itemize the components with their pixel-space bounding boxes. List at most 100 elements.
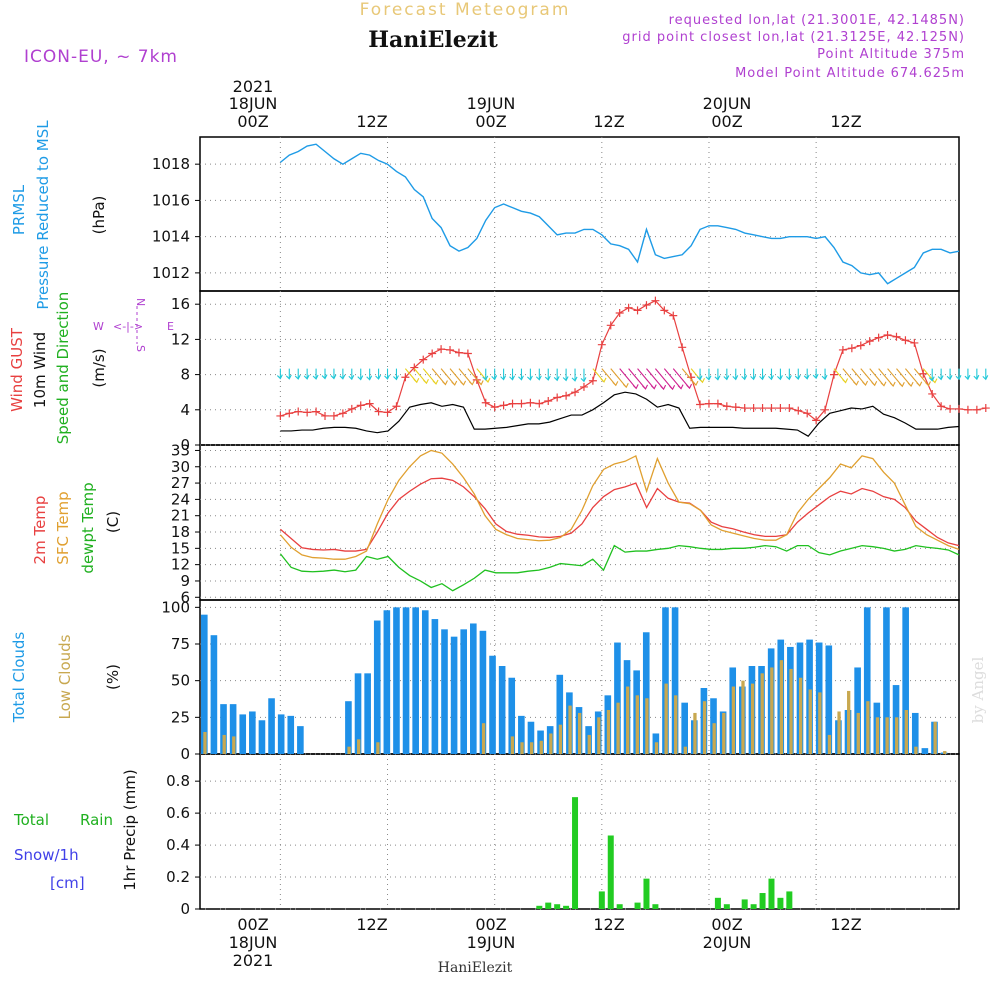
temp-unit: (C): [104, 511, 122, 533]
low-cloud-bar: [779, 660, 784, 754]
y-tick-label: 15: [171, 539, 190, 557]
gust-point: [865, 337, 874, 346]
total-cloud-bar: [863, 607, 871, 754]
bottom-day-1: 18JUN: [229, 933, 278, 952]
bottom-tick-3: 00Z: [475, 915, 506, 934]
gust-point: [490, 403, 499, 412]
gust-point: [642, 301, 651, 310]
precip-bar: [634, 902, 641, 909]
dewpoint-line: [279, 544, 960, 592]
total-cloud-bar: [354, 673, 362, 754]
wind-direction-arrow: [491, 368, 498, 381]
precip-bar: [545, 902, 552, 909]
low-cloud-bar: [885, 717, 889, 754]
gust-point: [338, 409, 347, 418]
gust-point: [588, 376, 597, 385]
gust-point: [910, 338, 919, 347]
top-year: 2021: [233, 77, 274, 96]
y-tick-label: 75: [171, 635, 190, 653]
gust-point: [722, 402, 731, 411]
total-cloud-bar: [450, 636, 458, 754]
precip-bar: [786, 891, 793, 909]
wind-direction-arrow: [905, 368, 923, 387]
gust-point: [356, 401, 365, 410]
low-cloud-bar: [616, 702, 620, 754]
total-cloud-bar: [249, 711, 256, 754]
wind-direction-arrow: [348, 368, 355, 381]
y-tick-label: 100: [161, 598, 190, 616]
gust-point: [704, 399, 713, 408]
low-cloud-bar: [481, 723, 486, 754]
gust-point: [946, 404, 955, 413]
gust-point: [562, 391, 571, 400]
wind-direction-arrow: [413, 368, 429, 385]
bottom-tick-1: 00Z: [237, 915, 268, 934]
low-cloud-bar: [549, 733, 553, 754]
point-altitude: Point Altitude 375m: [817, 47, 965, 62]
precip-bar: [652, 904, 659, 909]
total-cloud-bar: [460, 629, 468, 754]
wind-direction-arrow: [896, 368, 914, 388]
compass-s: S: [134, 345, 147, 352]
total-cloud-bar: [489, 655, 496, 754]
gust-point: [544, 397, 553, 405]
gust-point: [419, 355, 428, 364]
wind-direction-arrow: [690, 368, 705, 384]
low-cloud-bar: [568, 705, 572, 754]
y-tick-label: 9: [180, 572, 190, 590]
low-cloud-bar: [933, 721, 937, 754]
gust-point: [312, 407, 321, 416]
grid-layer: [195, 137, 959, 910]
gust-point: [669, 311, 678, 320]
pressure-label: Pressure Reduced to MSL: [34, 120, 52, 310]
low-cloud-bar: [222, 734, 226, 754]
total-cloud-bar: [642, 632, 650, 754]
wind-direction-arrow: [922, 368, 938, 384]
low-cloud-bar: [750, 683, 755, 754]
low-cloud-bar: [558, 724, 563, 754]
low-cloud-bar: [904, 710, 908, 754]
gust-point: [955, 404, 963, 413]
wind-direction-arrow: [741, 368, 748, 381]
low-cloud-bar: [693, 712, 697, 754]
precip-bar: [768, 878, 775, 909]
precip-bar: [741, 899, 748, 909]
total-cloud-bar: [345, 701, 352, 754]
wind-direction-arrow: [610, 368, 629, 389]
total-rain-label: Total: [13, 811, 49, 829]
y-tick-label: 0: [180, 745, 190, 763]
low-cloud-bar: [914, 746, 918, 754]
low-cloud-bar: [587, 734, 591, 754]
y-tick-label: 4: [180, 401, 190, 419]
gust-point: [981, 404, 990, 413]
compass-arrow: <-|->: [113, 320, 143, 333]
gust-point: [660, 306, 669, 315]
gust-point: [821, 405, 830, 414]
wind-direction-arrow: [285, 368, 292, 380]
wind-direction-arrow: [928, 368, 935, 382]
dew-label: dewpt Temp: [79, 482, 97, 573]
gust-point: [847, 344, 856, 353]
wind-direction-arrow: [833, 368, 849, 384]
total-cloud-bar: [277, 714, 285, 754]
wind-direction-arrow: [723, 368, 730, 381]
requested-coords: requested lon,lat (21.3001E, 42.1485N): [669, 13, 965, 28]
total-cloud-bar: [671, 607, 679, 754]
total-cloud-bar: [421, 610, 429, 754]
gust-point: [446, 345, 455, 354]
wind-direction-arrow: [777, 368, 783, 381]
wind-direction-arrow: [482, 368, 489, 381]
low-cloud-bar: [741, 680, 745, 754]
gust-point: [696, 400, 705, 409]
low-cloud-bar: [702, 701, 707, 754]
wind-direction-arrow: [393, 368, 399, 381]
wind-direction-arrow: [276, 368, 283, 380]
low-cloud-bar: [664, 683, 668, 754]
wind-direction-arrow: [803, 368, 810, 380]
gust-point: [740, 404, 749, 413]
gust-point: [303, 408, 312, 417]
total-cloud-bar: [902, 607, 909, 754]
wind-direction-arrow: [860, 368, 878, 387]
gust-point: [428, 349, 437, 358]
wind-direction-arrow: [303, 368, 310, 380]
